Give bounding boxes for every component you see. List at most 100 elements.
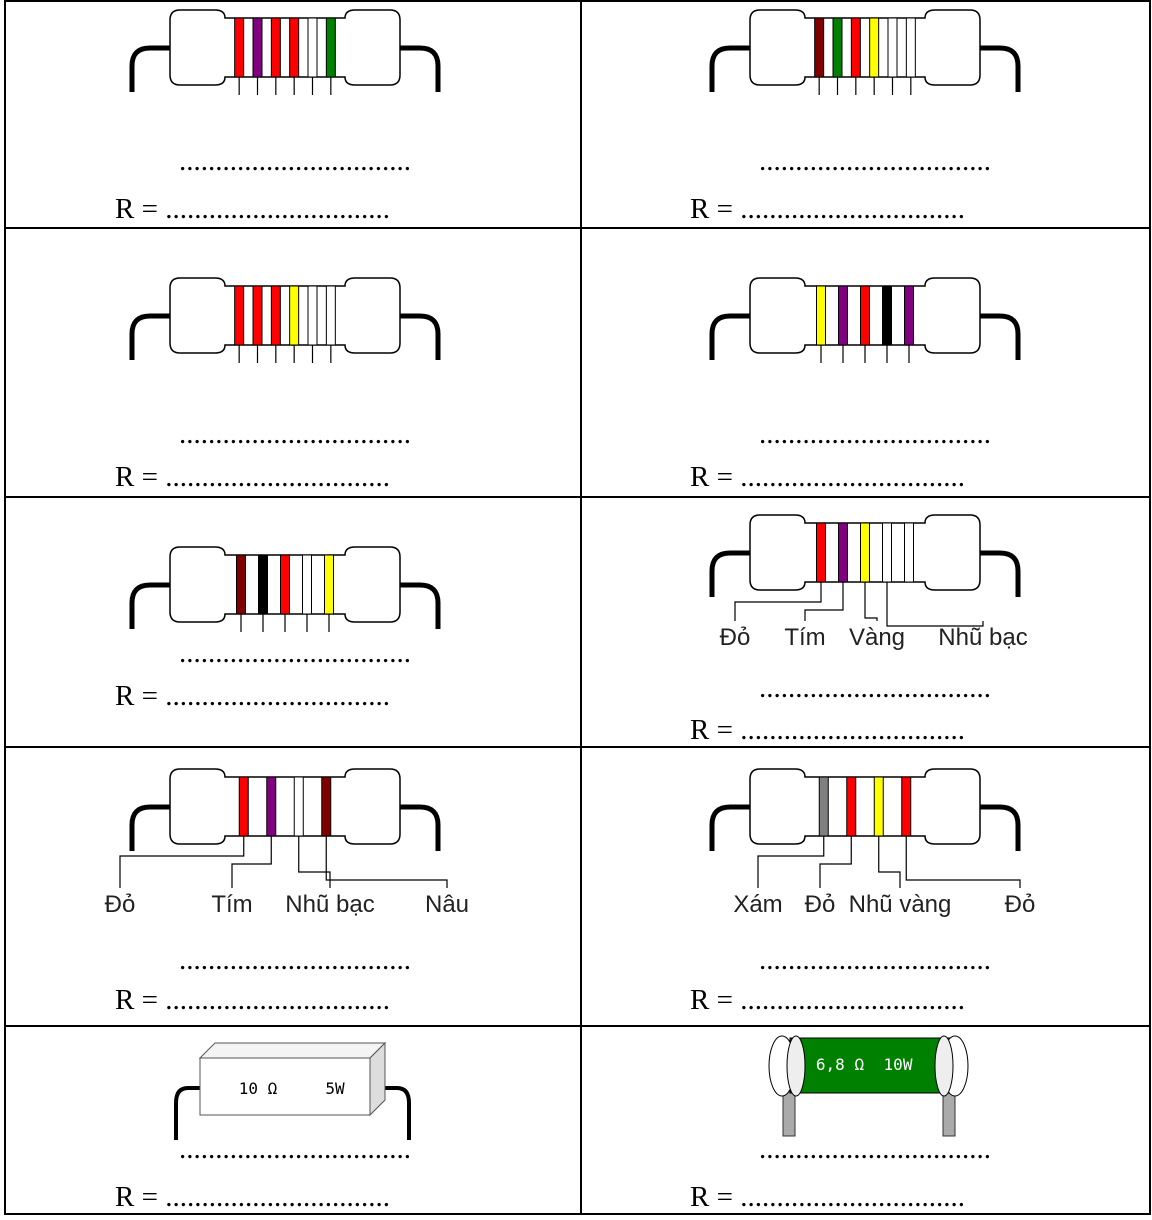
connector [804,582,844,621]
color-band [901,776,912,837]
connector [878,836,901,888]
color-band [325,285,336,346]
resistance-answer: R = ............................... [690,461,965,493]
color-band [293,776,304,837]
answer-blank: ................................ [759,672,991,704]
band-label: Nhũ bạc [285,891,374,918]
resistance-answer: R = ............................... [115,680,390,712]
band-label: Tím [784,624,825,651]
cap [786,1035,806,1097]
marking: 5W [325,1079,345,1098]
color-band [905,17,916,78]
connector [119,836,245,888]
lead [709,45,750,92]
color-band [869,17,880,78]
resistance-answer: R = ............................... [690,984,965,1016]
band-label: Vàng [849,624,905,651]
lead [400,45,441,92]
resistor-body [749,768,981,845]
color-band [302,554,312,615]
answer-blank: ................................ [759,418,991,450]
cylinder-body [789,1037,951,1094]
lead [385,1086,411,1140]
color-band [818,776,829,837]
resistance-answer: R = ............................... [690,193,965,225]
marking: 10 Ω [239,1079,278,1098]
color-band [816,285,826,346]
color-band [860,522,870,583]
resistance-answer: R = ............................... [690,714,965,746]
color-band [270,285,281,346]
color-band [838,522,848,583]
connector [734,582,822,621]
resistor-body [169,9,401,86]
table-border [4,0,1151,1215]
lead [400,582,441,629]
color-band [887,17,898,78]
color-band [289,17,300,78]
resistance-answer: R = ............................... [690,1181,965,1213]
band-label: Nhũ vàng [849,891,952,918]
lead [980,313,1021,360]
color-band [904,285,914,346]
color-band [882,522,892,583]
color-band [832,17,843,78]
connector [864,582,878,621]
lead [129,804,170,851]
resistance-answer: R = ............................... [115,1181,390,1213]
color-band [904,522,914,583]
resistor-body [169,768,401,845]
band-label: Xám [733,891,782,918]
cap [934,1035,954,1097]
connector [757,836,825,888]
connector [231,836,272,888]
box-front [199,1057,371,1116]
color-band [270,17,281,78]
lead [709,804,750,851]
band-label: Nhũ bạc [938,624,1027,651]
color-band [252,17,263,78]
answer-blank: ................................ [179,418,411,450]
color-band [882,285,892,346]
answer-blank: ................................ [179,637,411,669]
band-label: Đỏ [720,624,751,651]
lead [980,45,1021,92]
color-band [307,285,318,346]
band-label: Nâu [425,891,469,918]
resistance-answer: R = ............................... [115,461,390,493]
color-band [324,554,334,615]
band-label: Tím [211,891,252,918]
color-band [850,17,861,78]
color-band [860,285,870,346]
color-band [280,554,290,615]
color-band [307,17,318,78]
color-band [258,554,268,615]
lead [709,313,750,360]
color-band [816,522,826,583]
color-band [846,776,857,837]
answer-blank: ................................ [179,944,411,976]
resistance-answer: R = ............................... [115,193,390,225]
lead [400,313,441,360]
connector [298,836,331,888]
lead [129,45,170,92]
resistor-body [169,277,401,354]
connector [905,836,1021,888]
color-band [838,285,848,346]
color-band [325,17,336,78]
answer-blank: ................................ [759,944,991,976]
color-band [238,776,249,837]
color-band [236,554,246,615]
lead [129,582,170,629]
lead [129,313,170,360]
resistor-body [749,9,981,86]
lead [709,550,750,597]
answer-blank: ................................ [179,145,411,177]
answer-blank: ................................ [759,1133,991,1165]
resistance-answer: R = ............................... [115,984,390,1016]
box-top [198,1042,387,1059]
band-label: Đỏ [1005,891,1036,918]
color-band [321,776,332,837]
color-band [234,17,245,78]
